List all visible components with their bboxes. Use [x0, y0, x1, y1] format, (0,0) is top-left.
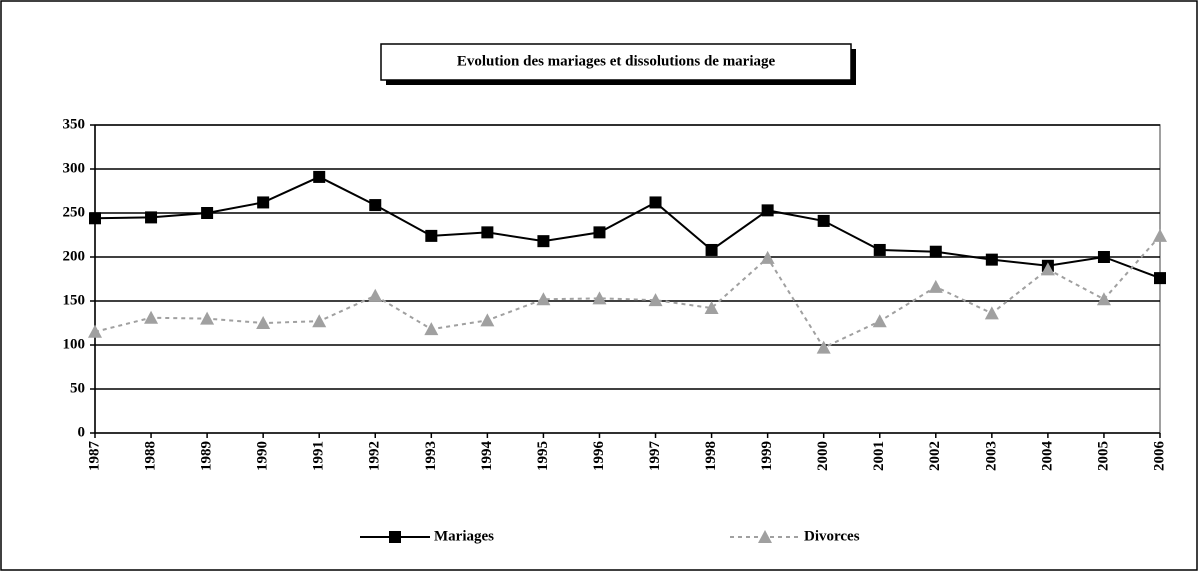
x-tick-label: 2000 — [815, 441, 831, 471]
x-tick-label: 2003 — [983, 441, 999, 471]
marker — [88, 324, 102, 338]
chart-title: Evolution des mariages et dissolutions d… — [457, 53, 776, 69]
marker — [873, 243, 886, 256]
x-tick-label: 1997 — [647, 441, 663, 472]
x-tick-label: 2002 — [927, 441, 943, 471]
series-line — [94, 175, 1161, 280]
marker — [89, 212, 101, 225]
marker — [257, 196, 270, 209]
marker — [1096, 292, 1111, 306]
x-tick-label: 1999 — [759, 441, 775, 471]
y-tick-label: 50 — [70, 380, 85, 396]
marker — [537, 235, 550, 248]
marker — [648, 293, 663, 307]
y-tick-label: 0 — [78, 424, 86, 440]
marker — [201, 207, 214, 219]
x-tick-label: 1993 — [423, 441, 439, 471]
marker — [1097, 251, 1110, 263]
marker — [761, 204, 774, 217]
x-tick-label: 1994 — [479, 441, 495, 472]
x-tick-label: 2004 — [1039, 441, 1055, 472]
marker — [312, 314, 327, 328]
x-tick-label: 1996 — [591, 441, 607, 472]
x-tick-label: 1989 — [199, 441, 215, 471]
marker — [368, 288, 383, 302]
x-tick-label: 1990 — [255, 441, 271, 471]
marker — [144, 310, 159, 324]
legend-marker — [389, 531, 401, 543]
marker — [1040, 262, 1055, 276]
marker — [817, 214, 830, 227]
x-tick-label: 1988 — [142, 441, 158, 471]
marker — [704, 301, 719, 315]
x-tick-label: 1987 — [86, 441, 102, 472]
marker — [145, 211, 158, 224]
marker — [649, 196, 662, 209]
title-box — [380, 43, 852, 81]
y-tick-label: 200 — [63, 248, 86, 264]
marker — [480, 313, 495, 327]
marker — [705, 243, 718, 256]
marker — [928, 279, 943, 293]
y-tick-label: 150 — [63, 292, 86, 308]
y-tick-label: 250 — [63, 204, 86, 220]
marker — [592, 291, 607, 305]
x-tick-label: 2006 — [1151, 441, 1167, 472]
y-tick-label: 350 — [63, 116, 86, 132]
marker — [369, 199, 382, 212]
marker — [984, 306, 999, 320]
x-tick-label: 1991 — [311, 441, 327, 471]
marker — [816, 340, 831, 354]
legend-label: Divorces — [804, 528, 860, 544]
legend-marker — [758, 530, 772, 543]
series-line — [94, 235, 1161, 349]
marker — [424, 322, 439, 336]
y-tick-label: 100 — [63, 336, 86, 352]
marker — [929, 245, 942, 258]
x-tick-label: 2001 — [871, 441, 887, 471]
marker — [872, 314, 887, 328]
marker — [256, 316, 271, 329]
x-tick-label: 1995 — [535, 441, 551, 471]
x-tick-label: 2005 — [1095, 441, 1111, 471]
marker — [425, 229, 438, 242]
marker — [985, 253, 998, 266]
marker — [536, 292, 551, 306]
marker — [481, 226, 494, 239]
marker — [200, 311, 215, 325]
marker — [313, 170, 326, 183]
marker — [1154, 272, 1166, 285]
x-tick-label: 1998 — [703, 441, 719, 471]
x-tick-label: 1992 — [367, 441, 383, 471]
marker — [760, 250, 775, 264]
legend-label: Mariages — [434, 528, 494, 544]
marker — [593, 226, 606, 239]
marker — [1153, 228, 1167, 242]
y-tick-label: 300 — [63, 160, 86, 176]
